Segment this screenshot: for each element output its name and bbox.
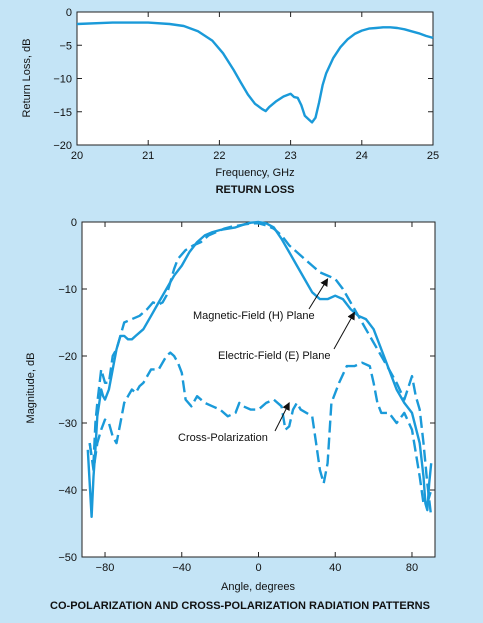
return-loss-caption: RETURN LOSS: [216, 184, 295, 196]
annotation-arrow-0: [308, 278, 329, 310]
annotation-electric-field-label: Electric-Field (E) Plane: [218, 350, 330, 362]
return-loss-ticks: 20 21 22 23 24 25 0 −5 −10 −15 −20: [53, 7, 439, 162]
x-tick-label: 25: [427, 150, 439, 162]
radiation-pattern-y-axis-title: Magnitude, dB: [25, 353, 37, 424]
return-loss-series: [76, 21, 434, 124]
radiation-pattern-series-line-1: [86, 220, 433, 518]
x-tick-label: −80: [96, 562, 115, 574]
x-tick-label: −40: [172, 562, 191, 574]
x-tick-label: 24: [356, 150, 368, 162]
y-tick-label: 0: [66, 7, 72, 19]
x-tick-label: 23: [284, 150, 296, 162]
y-tick-label: −5: [59, 40, 72, 52]
x-tick-label: 80: [406, 562, 418, 574]
y-tick-label: −20: [58, 351, 77, 363]
x-tick-label: 40: [329, 562, 341, 574]
y-tick-label: −10: [53, 74, 72, 86]
radiation-pattern-x-axis-title: Angle, degrees: [221, 581, 295, 593]
annotation-arrow-2: [274, 402, 290, 432]
radiation-pattern-plot-area: [81, 221, 436, 558]
radiation-pattern-caption: CO-POLARIZATION AND CROSS-POLARIZATION R…: [50, 600, 430, 612]
annotation-cross-polarization-label: Cross-Polarization: [178, 432, 268, 444]
radiation-pattern-series: [86, 220, 433, 518]
annotation-arrow-1: [333, 311, 355, 350]
radiation-pattern-chart: −80 −40 0 40 80 0 −10 −20 −30 −40 −50 Magnetic-Fie…: [25, 217, 436, 612]
y-tick-label: −10: [58, 284, 77, 296]
radiation-pattern-annotations: Magnetic-Field (H) Plane Electric-Field …: [178, 278, 355, 444]
return-loss-chart: 20 21 22 23 24 250−5−10−15−20 Frequency, GHz …: [21, 7, 439, 196]
x-tick-label: 0: [255, 562, 261, 574]
y-tick-label: −30: [58, 418, 77, 430]
x-tick-label: 20: [71, 150, 83, 162]
x-tick-label: 22: [213, 150, 225, 162]
x-tick-label: 21: [142, 150, 154, 162]
return-loss-series-line-0: [76, 21, 434, 124]
return-loss-y-axis-title: Return Loss, dB: [21, 39, 33, 118]
return-loss-x-axis-title: Frequency, GHz: [215, 167, 294, 179]
y-tick-label: −50: [58, 552, 77, 564]
y-tick-label: −15: [53, 107, 72, 119]
y-tick-label: −40: [58, 485, 77, 497]
return-loss-plot-area: [76, 11, 434, 146]
y-tick-label: 0: [71, 217, 77, 229]
radiation-pattern-ticks: −80 −40 0 40 80 0 −10 −20 −30 −40 −50: [58, 217, 435, 574]
radiation-pattern-series-line-2: [88, 351, 433, 505]
annotation-magnetic-field-label: Magnetic-Field (H) Plane: [193, 310, 315, 322]
y-tick-label: −20: [53, 140, 72, 152]
